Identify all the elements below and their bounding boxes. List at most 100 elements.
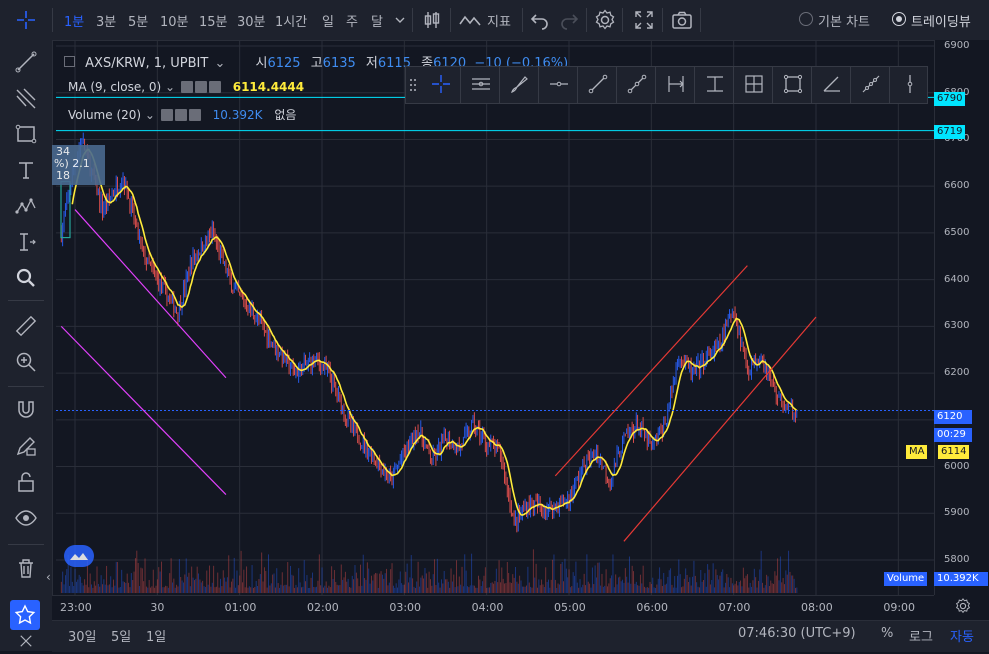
eye-icon[interactable] xyxy=(160,109,173,121)
volume-legend-label[interactable]: Volume (20) xyxy=(68,108,142,122)
symbol-chevron-icon[interactable]: ⌄ xyxy=(214,56,226,71)
measure-tool-icon[interactable] xyxy=(14,230,38,254)
crosshair-tool[interactable] xyxy=(421,67,459,103)
date-range-tool[interactable] xyxy=(655,67,694,103)
drag-handle-icon[interactable] xyxy=(409,77,417,93)
favorite-star-button[interactable] xyxy=(10,600,40,630)
ma-chevron-icon[interactable]: ⌄ xyxy=(165,80,176,94)
tradingview-label[interactable]: 트레이딩뷰 xyxy=(911,15,971,30)
ruler-icon[interactable] xyxy=(14,314,38,338)
brush-tool[interactable] xyxy=(499,67,538,103)
tradingview-radio[interactable] xyxy=(892,12,906,26)
volume-legend[interactable]: Volume (20) ⌄ 10.392K 없음 xyxy=(68,106,296,123)
percent-toggle[interactable]: % xyxy=(881,626,894,641)
range-30d[interactable]: 30일 xyxy=(68,630,97,645)
interval-5m[interactable]: 5분 xyxy=(128,15,149,30)
volume-bar xyxy=(679,574,681,593)
magnet-icon[interactable] xyxy=(14,398,38,422)
zoom-in-icon[interactable] xyxy=(14,350,38,374)
path-tool[interactable] xyxy=(850,67,889,103)
gear-icon[interactable] xyxy=(174,109,187,121)
symbol-title[interactable]: AXS/KRW, 1, UPBIT xyxy=(85,56,209,71)
hline-tool[interactable] xyxy=(460,67,499,103)
crosshair-icon[interactable] xyxy=(14,8,38,32)
pitchfork-tool-icon[interactable] xyxy=(14,86,38,110)
trash-icon[interactable] xyxy=(14,556,38,580)
close-icon[interactable] xyxy=(188,109,201,121)
auto-toggle[interactable]: 자동 xyxy=(950,630,974,645)
ma-legend[interactable]: MA (9, close, 0) ⌄ 6114.4444 xyxy=(68,80,304,94)
undo-icon[interactable] xyxy=(528,8,552,32)
interval-15m[interactable]: 15분 xyxy=(199,15,228,30)
pattern-tool-icon[interactable] xyxy=(14,194,38,218)
volume-bar xyxy=(602,586,604,593)
basic-chart-label[interactable]: 기본 차트 xyxy=(818,15,870,30)
trend-line-tool-icon[interactable] xyxy=(14,50,38,74)
toolbar-divider xyxy=(412,8,413,32)
volume-bar xyxy=(333,570,335,593)
text-tool-icon[interactable] xyxy=(14,158,38,182)
grid-tool[interactable] xyxy=(733,67,772,103)
volume-bar xyxy=(258,579,260,593)
rectangle-tool-icon[interactable] xyxy=(14,122,38,146)
volume-bar xyxy=(115,561,117,593)
axis-settings-gear-icon[interactable] xyxy=(954,597,972,615)
close-icon[interactable] xyxy=(208,81,221,93)
interval-10m[interactable]: 10분 xyxy=(160,15,189,30)
indicators-icon[interactable] xyxy=(458,8,482,32)
interval-1h[interactable]: 1시간 xyxy=(275,15,308,30)
camera-icon[interactable] xyxy=(670,8,694,32)
price-range-tool[interactable] xyxy=(694,67,733,103)
log-toggle[interactable]: 로그 xyxy=(909,630,933,645)
volume-bar xyxy=(143,581,145,593)
volume-bar xyxy=(159,571,161,593)
ma-price-tag: MA xyxy=(906,445,928,459)
eye-icon[interactable] xyxy=(180,81,193,93)
volume-bar xyxy=(332,578,334,593)
eye-icon[interactable] xyxy=(14,506,38,530)
candles-icon[interactable] xyxy=(420,8,444,32)
angle-tool[interactable] xyxy=(811,67,850,103)
range-1d[interactable]: 1일 xyxy=(146,630,167,645)
volume-bar xyxy=(384,573,386,593)
interval-30m[interactable]: 30분 xyxy=(237,15,266,30)
basic-chart-radio[interactable] xyxy=(799,12,813,26)
clock-label[interactable]: 07:46:30 (UTC+9) xyxy=(738,626,856,641)
lock-pencil-icon[interactable] xyxy=(14,434,38,458)
line-tool[interactable] xyxy=(577,67,616,103)
collapse-legend-icon[interactable] xyxy=(64,56,75,67)
ray-tool[interactable] xyxy=(538,67,577,103)
price-chart-svg[interactable] xyxy=(56,40,934,595)
volume-bar xyxy=(762,582,763,593)
range-5d[interactable]: 5일 xyxy=(111,630,132,645)
time-axis[interactable] xyxy=(52,595,934,620)
collapse-left-chevron-icon[interactable]: ‹ xyxy=(46,570,51,584)
volume-bar xyxy=(93,581,95,593)
interval-3m[interactable]: 3분 xyxy=(96,15,117,30)
volume-bar xyxy=(106,565,108,593)
interval-month[interactable]: 달 xyxy=(371,15,383,30)
chevron-down-icon[interactable] xyxy=(392,12,408,28)
trend-line-icon xyxy=(588,74,608,94)
indicators-button[interactable]: 지표 xyxy=(487,15,511,30)
settings-gear-icon[interactable] xyxy=(593,8,617,32)
interval-1m[interactable]: 1분 xyxy=(64,15,85,30)
chart-pane[interactable] xyxy=(56,40,934,595)
volume-bar xyxy=(766,574,768,593)
info-line-tool[interactable] xyxy=(616,67,655,103)
redo-icon[interactable] xyxy=(557,8,581,32)
interval-week[interactable]: 주 xyxy=(346,15,358,30)
gear-icon[interactable] xyxy=(194,81,207,93)
vline-tool[interactable] xyxy=(889,67,928,103)
interval-day[interactable]: 일 xyxy=(322,15,334,30)
close-x-icon[interactable] xyxy=(14,632,38,650)
box-tool[interactable] xyxy=(772,67,811,103)
volume-bar xyxy=(233,557,235,593)
ma-legend-label[interactable]: MA (9, close, 0) xyxy=(68,80,162,94)
zoom-search-icon[interactable] xyxy=(14,266,38,290)
volume-chevron-icon[interactable]: ⌄ xyxy=(144,108,155,122)
volume-bar xyxy=(789,571,791,593)
fullscreen-icon[interactable] xyxy=(632,8,656,32)
volume-bar xyxy=(579,579,581,593)
lock-icon[interactable] xyxy=(14,470,38,494)
